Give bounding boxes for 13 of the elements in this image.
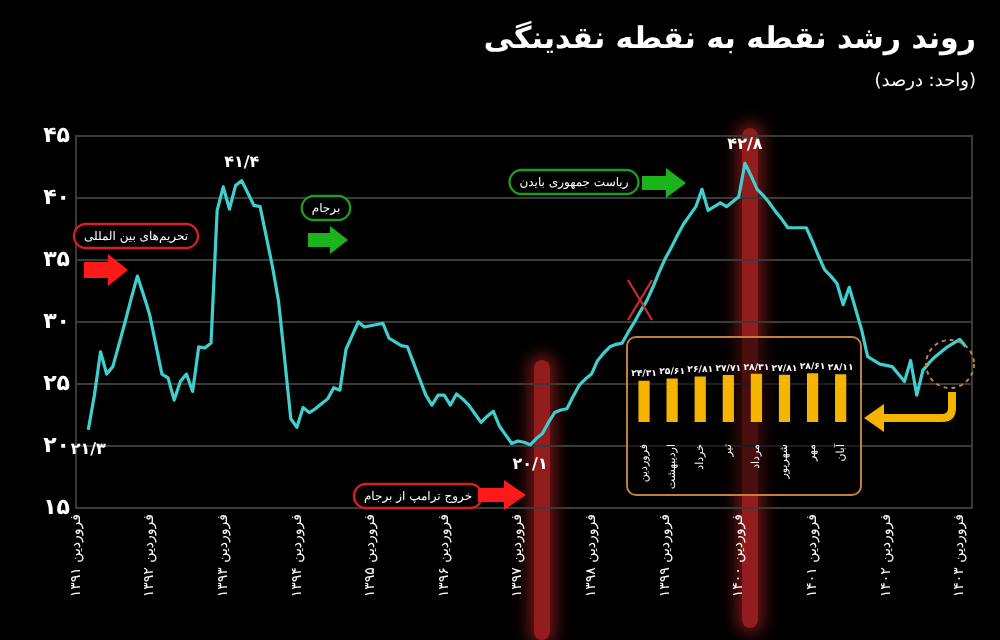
chart-title: روند رشد نقطه به نقطه نقدینگی [483,20,976,56]
y-tick-label: ۴۵ [43,121,71,148]
y-tick-label: ۱۵ [43,493,71,520]
y-tick-label: ۳۵ [43,245,71,272]
y-tick-label: ۴۰ [43,183,70,210]
annotation: ۲۰/۱ [512,454,548,473]
chart-subtitle: (واحد: درصد) [874,72,976,92]
annotation: ۴۱/۴ [224,152,260,171]
annotation: ۲۱/۳ [70,440,107,459]
y-tick-label: ۲۰ [43,431,70,458]
annotation: ۴۲/۸ [727,135,763,154]
y-tick-label: ۳۰ [43,307,70,334]
y-tick-label: ۲۵ [43,369,71,396]
